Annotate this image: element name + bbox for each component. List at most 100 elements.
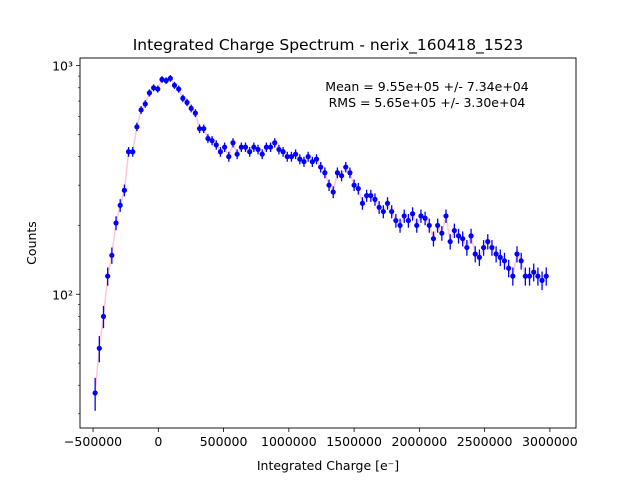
data-point (506, 265, 512, 271)
data-point (480, 244, 487, 251)
data-point (100, 313, 107, 320)
data-point (401, 213, 407, 219)
x-tick-label: 1500000 (326, 434, 382, 449)
data-point (305, 154, 311, 160)
data-point (468, 233, 474, 239)
data-point (180, 95, 186, 101)
data-point (293, 151, 299, 157)
data-point (138, 107, 144, 113)
data-point (409, 211, 416, 217)
data-point (134, 124, 140, 130)
data-point (288, 154, 295, 160)
data-point (263, 144, 269, 150)
data-point (501, 258, 508, 264)
data-point (163, 78, 169, 84)
data-point (464, 244, 470, 251)
data-point (451, 227, 457, 234)
data-point (347, 170, 353, 176)
data-point (343, 164, 349, 170)
data-point (322, 170, 328, 176)
data-point (539, 277, 545, 283)
data-point (125, 149, 132, 155)
data-point (418, 213, 424, 219)
data-point (96, 345, 102, 351)
data-point (117, 202, 123, 208)
data-point (430, 236, 437, 242)
x-tick-label: −500000 (64, 434, 122, 449)
data-point (472, 251, 478, 257)
y-tick-label: 10³ (52, 59, 73, 74)
data-point (238, 144, 244, 150)
data-point (167, 75, 173, 81)
data-point (368, 193, 374, 199)
data-point (359, 200, 366, 206)
data-points-layer (92, 75, 549, 411)
data-point (217, 149, 224, 155)
x-axis-label: Integrated Charge [e⁻] (257, 458, 399, 473)
plot-frame (79, 57, 577, 429)
data-point (334, 170, 340, 176)
data-point (351, 182, 357, 188)
data-point (130, 149, 136, 155)
data-point (510, 273, 516, 279)
data-point (414, 222, 420, 229)
data-point (284, 154, 290, 160)
data-point (439, 230, 445, 236)
data-point (242, 144, 249, 150)
data-point (514, 251, 520, 257)
x-tick-label: 1000000 (261, 434, 317, 449)
data-point (426, 222, 432, 229)
data-point (372, 196, 378, 202)
data-point (213, 142, 219, 148)
data-point (338, 173, 345, 179)
data-point (121, 187, 127, 193)
data-point (259, 151, 265, 157)
data-point (376, 204, 382, 210)
data-point (326, 182, 332, 188)
data-point (192, 110, 198, 116)
data-point (526, 273, 533, 279)
y-axis: 10² 10³ (52, 59, 80, 415)
data-point (518, 258, 524, 264)
data-point (247, 149, 253, 155)
stats-mean: Mean = 9.55e+05 +/- 7.34e+04 (325, 79, 528, 94)
data-point (272, 140, 278, 146)
data-point (146, 90, 153, 96)
data-point (485, 238, 491, 245)
data-point (443, 213, 449, 219)
data-point (267, 144, 274, 150)
data-point (109, 252, 115, 258)
chart-title: Integrated Charge Spectrum - nerix_16041… (133, 36, 524, 55)
x-tick-label: 2000000 (392, 434, 448, 449)
data-point (188, 105, 194, 112)
data-point (226, 154, 232, 160)
data-point (318, 164, 324, 170)
data-point (196, 126, 203, 132)
stats-rms: RMS = 5.65e+05 +/- 3.30e+04 (329, 95, 526, 110)
y-axis-label: Counts (24, 221, 39, 265)
data-point (330, 189, 336, 195)
data-point (201, 126, 207, 132)
data-point (142, 101, 148, 107)
data-point (255, 146, 261, 153)
x-tick-label: 0 (154, 434, 162, 449)
data-point (171, 82, 178, 88)
data-point (489, 244, 495, 251)
data-point (493, 251, 499, 257)
x-axis: −500000 0 500000 1000000 1500000 2000000 25000… (64, 428, 578, 449)
data-point (105, 273, 111, 279)
x-tick-label: 2500000 (457, 434, 513, 449)
y-tick-label: 10² (52, 287, 73, 302)
data-point (155, 86, 161, 92)
data-point (380, 208, 386, 215)
data-point (497, 254, 503, 260)
data-point (205, 135, 211, 142)
data-point (476, 254, 483, 260)
data-point (297, 156, 303, 162)
data-point (309, 159, 315, 165)
data-point (159, 76, 165, 83)
data-point (176, 86, 182, 92)
data-point (113, 220, 119, 226)
data-point (234, 151, 240, 157)
